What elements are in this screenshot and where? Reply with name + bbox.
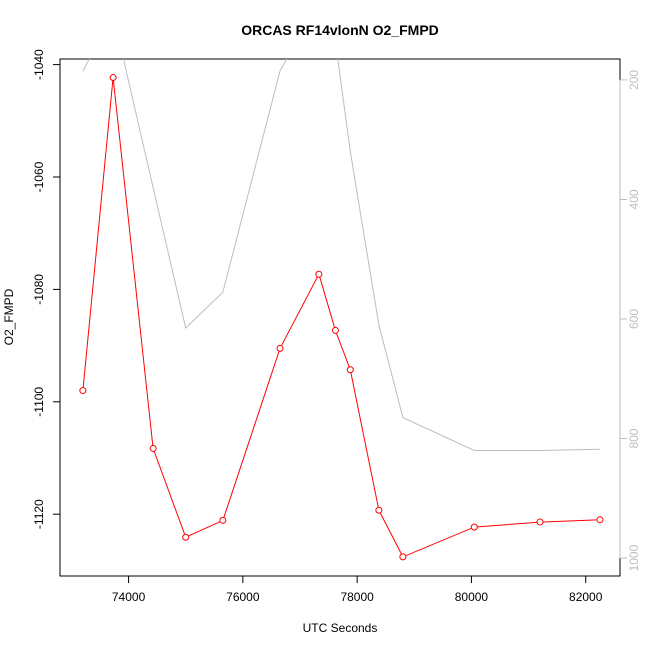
y-axis: -1120 -1100 -1080 -1060 -1040 (32, 49, 61, 529)
data-point (182, 533, 190, 541)
data-point (109, 74, 117, 82)
data-point (315, 270, 323, 278)
data-point (276, 344, 284, 352)
data-point (79, 387, 87, 395)
y-tick-label: -1120 (32, 499, 46, 529)
data-point (470, 523, 478, 531)
secondary-series-line (82, 59, 601, 451)
data-point (149, 444, 157, 452)
plot-frame (59, 58, 621, 577)
x-tick-label: 76000 (226, 590, 260, 604)
data-point (596, 516, 604, 524)
x-tick-label: 78000 (340, 590, 374, 604)
data-point (375, 506, 383, 514)
x-axis: 74000 76000 78000 80000 82000 (112, 575, 603, 604)
data-point (399, 553, 407, 561)
right-y-tick-label: 800 (627, 428, 641, 448)
y-tick-label: -1060 (32, 161, 46, 192)
x-tick-label: 74000 (112, 590, 146, 604)
data-point (219, 516, 227, 524)
series-layer (79, 59, 604, 561)
x-axis-label: UTC Seconds (303, 621, 378, 635)
data-point (346, 366, 354, 374)
right-y-tick-label: 200 (627, 70, 641, 90)
right-y-axis: 1000 800 600 400 200 (619, 70, 641, 571)
chart-title: ORCAS RF14vlonN O2_FMPD (241, 22, 439, 38)
o2-fmpd-series-line (82, 77, 601, 558)
x-tick-label: 80000 (455, 590, 489, 604)
y-tick-label: -1100 (32, 387, 46, 417)
x-tick-label: 82000 (569, 590, 603, 604)
y-axis-label: O2_FMPD (2, 288, 16, 345)
y-tick-label: -1040 (32, 49, 46, 80)
right-y-tick-label: 1000 (627, 544, 641, 571)
right-y-tick-label: 400 (627, 189, 641, 209)
y-tick-label: -1080 (32, 274, 46, 305)
data-point (331, 326, 339, 334)
data-point (536, 518, 544, 526)
right-y-tick-label: 600 (627, 309, 641, 329)
